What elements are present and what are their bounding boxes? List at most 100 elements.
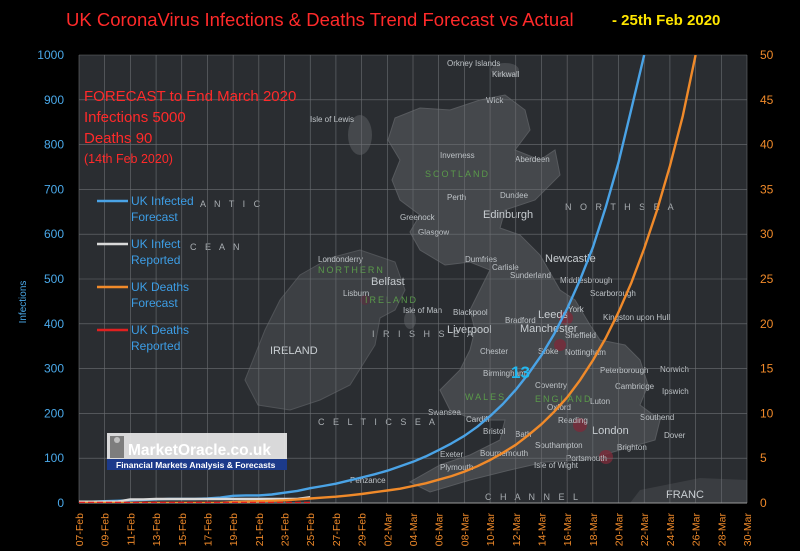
y-axis-label: Infections [18, 281, 29, 324]
y-tick-left-5: 500 [44, 272, 64, 286]
france-landmass [630, 478, 747, 503]
map-label-dover: Dover [664, 431, 686, 440]
x-tick-4: 15-Feb [177, 513, 189, 546]
forecast-heading: FORECAST to End March 2020 [84, 88, 296, 105]
map-label-sheffield: Sheffield [565, 331, 596, 340]
map-label-kirkwall: Kirkwall [492, 70, 520, 79]
chart-title: UK CoronaVirus Infections & Deaths Trend… [66, 9, 574, 30]
map-label-plymouth: Plymouth [440, 463, 473, 472]
x-tick-20: 18-Mar [588, 513, 600, 547]
x-tick-14: 06-Mar [434, 513, 446, 547]
map-label-isle-of-wight: Isle of Wight [534, 461, 579, 470]
x-tick-10: 27-Feb [331, 513, 343, 546]
map-label-orkney: Orkney Islands [447, 59, 500, 68]
y-tick-left-1: 100 [44, 451, 64, 465]
y-tick-left-0: 0 [57, 496, 64, 510]
map-label-france: FRANC [666, 489, 704, 501]
forecast-date: (14th Feb 2020) [84, 152, 173, 166]
y-axis-right-ticks: 0 5 10 15 20 25 30 35 40 45 50 [760, 48, 774, 510]
map-label-kingston: Kingston upon Hull [603, 313, 670, 322]
map-label-dumfries: Dumfries [465, 255, 497, 264]
map-label-dundee: Dundee [500, 191, 529, 200]
y-tick-right-9: 45 [760, 93, 774, 107]
map-label-scotland: SCOTLAND [425, 169, 490, 179]
x-tick-18: 14-Mar [536, 513, 548, 547]
forecast-annotation: FORECAST to End March 2020 Infections 50… [84, 88, 296, 166]
x-tick-22: 22-Mar [639, 513, 651, 547]
map-label-penzance: Penzance [350, 476, 386, 485]
marketoracle-logo: MarketOracle.co.uk Financial Markets Ana… [107, 433, 287, 470]
hotspot-leeds [559, 311, 573, 325]
y-tick-left-7: 700 [44, 182, 64, 196]
x-tick-7: 21-Feb [254, 513, 266, 546]
map-label-bristol: Bristol [483, 427, 505, 436]
reported-value-marker: 13 [511, 363, 530, 382]
legend-label-3-line2: Reported [131, 339, 180, 353]
x-tick-17: 12-Mar [511, 513, 523, 547]
map-label-coventry: Coventry [535, 381, 567, 390]
map-label-chester: Chester [480, 347, 508, 356]
map-label-reading: Reading [558, 416, 588, 425]
map-label-north-sea: N O R T H S E A [565, 202, 677, 212]
y-tick-left-8: 800 [44, 138, 64, 152]
map-label-greenock: Greenock [400, 213, 436, 222]
x-tick-5: 17-Feb [202, 513, 214, 546]
map-label-aberdeen: Aberdeen [515, 155, 550, 164]
y-tick-left-10: 1000 [37, 48, 64, 62]
legend-label-0: UK Infected [131, 194, 194, 208]
map-label-england: ENGLAND [535, 394, 593, 404]
x-tick-25: 28-Mar [716, 513, 728, 547]
x-tick-3: 13-Feb [151, 513, 163, 546]
x-tick-15: 08-Mar [459, 513, 471, 547]
map-label-wales: WALES [465, 392, 506, 402]
map-label-swansea: Swansea [428, 408, 461, 417]
forecast-infections: Infections 5000 [84, 109, 186, 126]
hotspot-brighton [599, 450, 613, 464]
map-label-stoke: Stoke [538, 347, 559, 356]
map-label-exeter: Exeter [440, 450, 463, 459]
series-line-1 [79, 496, 311, 503]
x-tick-11: 29-Feb [357, 513, 369, 546]
map-label-wick: Wick [486, 96, 504, 105]
y-tick-right-5: 25 [760, 272, 774, 286]
y-tick-right-0: 0 [760, 496, 767, 510]
hotspot-stoke [554, 339, 566, 351]
x-tick-16: 10-Mar [485, 513, 497, 547]
ireland-landmass [244, 249, 406, 411]
map-label-middlesbrough: Middlesbrough [560, 276, 612, 285]
map-label-carlisle: Carlisle [492, 263, 519, 272]
y-tick-left-4: 400 [44, 317, 64, 331]
x-tick-9: 25-Feb [305, 513, 317, 546]
map-label-norwich: Norwich [660, 365, 689, 374]
map-label-glasgow: Glasgow [418, 228, 449, 237]
y-tick-right-1: 5 [760, 451, 767, 465]
legend-label-3: UK Deaths [131, 323, 189, 337]
map-label-london: London [592, 425, 629, 437]
map-label-cambridge: Cambridge [615, 382, 655, 391]
map-label-blackpool: Blackpool [453, 308, 488, 317]
logo-tagline-band [107, 459, 287, 470]
great-britain-landmass [387, 94, 661, 493]
x-tick-6: 19-Feb [228, 513, 240, 546]
x-tick-13: 04-Mar [408, 513, 420, 547]
x-tick-1: 09-Feb [100, 513, 112, 546]
map-label-belfast: Belfast [371, 276, 405, 288]
forecast-deaths: Deaths 90 [84, 130, 152, 147]
legend-label-2: UK Deaths [131, 280, 189, 294]
map-label-luton: Luton [590, 397, 610, 406]
series-line-2 [79, 55, 697, 503]
y-tick-left-9: 900 [44, 93, 64, 107]
y-tick-right-3: 15 [760, 362, 774, 376]
hotspot-belfast [360, 295, 370, 305]
legend-label-2-line2: Forecast [131, 296, 178, 310]
map-label-isle-of-lewis: Isle of Lewis [310, 115, 354, 124]
logo-figure-icon [110, 436, 124, 458]
legend-label-1-line2: Reported [131, 253, 180, 267]
map-label-northern: NORTHERN [318, 265, 385, 275]
map-label-bath: Bath [515, 430, 531, 439]
x-axis-ticks: 07-Feb 09-Feb 11-Feb 13-Feb 15-Feb 17-Feb 19-F… [74, 513, 754, 547]
grid-lines [78, 54, 748, 504]
logo-name: MarketOracle.co.uk [128, 442, 271, 459]
map-label-southampton: Southampton [535, 441, 583, 450]
